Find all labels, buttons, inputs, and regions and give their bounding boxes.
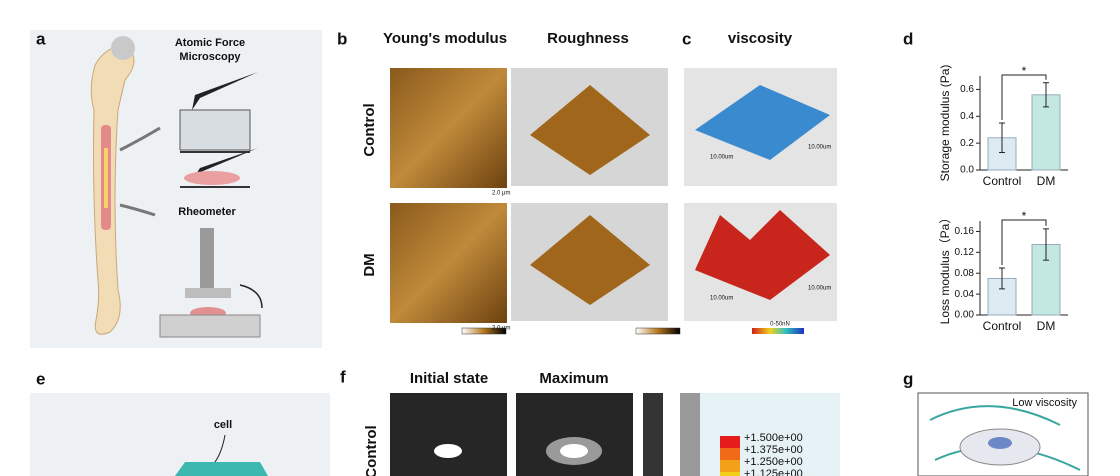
- significance-bracket: [1001, 219, 1047, 265]
- x-tick-label: DM: [1037, 174, 1056, 188]
- y-tick-label: 0.2: [960, 138, 974, 149]
- annotation: Low viscosity: [1012, 397, 1077, 409]
- panel-label: c: [682, 29, 691, 48]
- cell-label: cell: [214, 419, 232, 431]
- cell-shape: [175, 462, 268, 476]
- y-tick-label: 0.6: [960, 84, 974, 95]
- panel-label: a: [36, 29, 46, 48]
- panel-label: g: [903, 369, 913, 388]
- x-tick-label: Control: [983, 319, 1022, 333]
- y-tick-label: 0.16: [955, 226, 975, 237]
- x-tick-label: DM: [1037, 319, 1056, 333]
- afm-illustration: [119, 72, 258, 217]
- legend-label: +1.500e+00: [744, 432, 803, 444]
- row-title: Control: [363, 425, 380, 476]
- afm-label: Microscopy: [179, 51, 241, 63]
- axis-label: 10.00um: [710, 296, 733, 302]
- scale-bar-label: 2.0 μm: [492, 191, 510, 197]
- scale-label: 0-50nN: [770, 322, 790, 328]
- column-title: Young's modulus: [383, 30, 507, 47]
- column-title: Initial state: [410, 370, 488, 387]
- legend-label: +1.125e+00: [744, 468, 803, 476]
- panel-label: b: [337, 29, 347, 48]
- afm-images: [390, 68, 837, 335]
- charts: 0.0 0.2 0.4 0.6 Storage modulus (Pa) Control D…: [938, 64, 1068, 333]
- y-tick-label: 0.0: [960, 165, 974, 176]
- column-title: Maximum: [539, 370, 608, 387]
- significance-bracket: [1001, 74, 1047, 120]
- column-title: viscosity: [728, 30, 793, 47]
- scale-bar-label: 2.0 μm: [492, 326, 510, 332]
- y-tick-label: 0.08: [955, 268, 975, 279]
- y-axis-label: Storage modulus (Pa): [938, 65, 952, 182]
- legend-label: +1.250e+00: [744, 456, 803, 468]
- rheometer-label: Rheometer: [178, 206, 236, 218]
- significance-label: *: [1022, 64, 1027, 78]
- axis-label: 10.00um: [808, 145, 831, 151]
- panel-label: e: [36, 369, 45, 388]
- panel-label: d: [903, 29, 913, 48]
- row-title: Control: [361, 103, 378, 156]
- column-title: Roughness: [547, 30, 629, 47]
- panel-bg: [30, 30, 322, 348]
- y-tick-label: 0.00: [955, 310, 975, 321]
- pointer: [214, 434, 226, 463]
- bone: [90, 36, 135, 335]
- y-axis-label: Loss modulus（Pa）: [938, 212, 952, 325]
- y-tick-label: 0.4: [960, 111, 974, 122]
- y-tick-label: 0.12: [955, 247, 975, 258]
- legend-label: +1.375e+00: [744, 444, 803, 456]
- panel-label: f: [340, 367, 346, 386]
- y-tick-label: 0.04: [955, 289, 975, 300]
- row-title: DM: [361, 253, 378, 276]
- rheometer-illustration: [159, 228, 263, 338]
- axis-label: 10.00um: [808, 286, 831, 292]
- nucleus: [988, 437, 1012, 449]
- axis-label: 10.00um: [710, 155, 733, 161]
- panel-bg: [30, 393, 330, 476]
- x-tick-label: Control: [983, 174, 1022, 188]
- significance-label: *: [1022, 209, 1027, 223]
- afm-label: Atomic Force: [175, 37, 245, 49]
- simulation-images: [390, 393, 840, 476]
